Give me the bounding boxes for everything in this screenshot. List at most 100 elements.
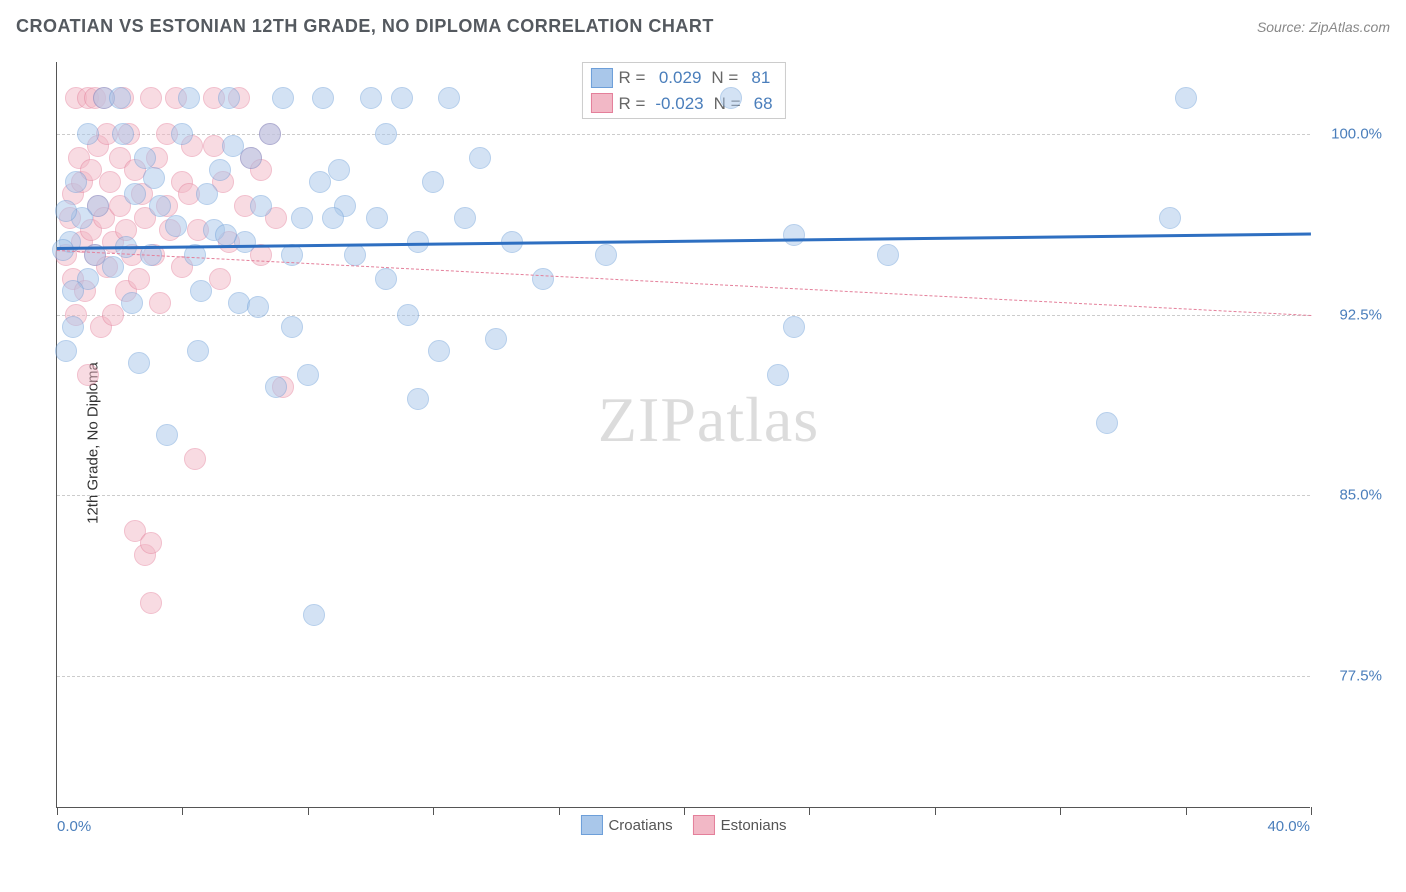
x-tick — [57, 807, 58, 815]
data-point — [303, 604, 325, 626]
data-point — [121, 292, 143, 314]
chart-title: CROATIAN VS ESTONIAN 12TH GRADE, NO DIPL… — [16, 16, 714, 37]
chart-source: Source: ZipAtlas.com — [1257, 19, 1390, 35]
data-point — [62, 280, 84, 302]
data-point — [438, 87, 460, 109]
legend-swatch — [693, 815, 715, 835]
legend-row: R =0.029N =81 — [590, 65, 776, 91]
data-point — [265, 376, 287, 398]
data-point — [77, 123, 99, 145]
legend-n-value: 81 — [744, 65, 774, 91]
legend-r-label: R = — [618, 65, 645, 91]
x-axis-max-label: 40.0% — [1267, 818, 1310, 835]
data-point — [140, 532, 162, 554]
data-point — [62, 316, 84, 338]
data-point — [218, 87, 240, 109]
x-tick — [684, 807, 685, 815]
data-point — [1096, 412, 1118, 434]
data-point — [247, 296, 269, 318]
legend-r-label: R = — [618, 91, 645, 117]
watermark: ZIPatlas — [598, 383, 819, 457]
x-tick — [433, 807, 434, 815]
legend-r-value: -0.023 — [651, 91, 707, 117]
legend-n-value: 68 — [747, 91, 777, 117]
data-point — [291, 207, 313, 229]
data-point — [65, 171, 87, 193]
y-tick-label: 85.0% — [1339, 487, 1382, 504]
legend-correlation: R =0.029N =81R =-0.023N =68 — [581, 62, 785, 119]
data-point — [102, 256, 124, 278]
data-point — [877, 244, 899, 266]
legend-swatch — [580, 815, 602, 835]
data-point — [309, 171, 331, 193]
data-point — [375, 268, 397, 290]
data-point — [109, 87, 131, 109]
data-point — [375, 123, 397, 145]
legend-item: Croatians — [580, 815, 672, 835]
data-point — [250, 195, 272, 217]
data-point — [184, 448, 206, 470]
y-tick-label: 92.5% — [1339, 306, 1382, 323]
data-point — [767, 364, 789, 386]
data-point — [259, 123, 281, 145]
data-point — [360, 87, 382, 109]
data-point — [1175, 87, 1197, 109]
data-point — [281, 316, 303, 338]
data-point — [407, 388, 429, 410]
x-tick — [935, 807, 936, 815]
x-tick — [559, 807, 560, 815]
y-tick-label: 77.5% — [1339, 667, 1382, 684]
legend-r-value: 0.029 — [651, 65, 705, 91]
x-tick — [1060, 807, 1061, 815]
legend-label: Estonians — [721, 817, 787, 834]
x-tick — [1311, 807, 1312, 815]
data-point — [312, 87, 334, 109]
data-point — [328, 159, 350, 181]
data-point — [240, 147, 262, 169]
data-point — [234, 231, 256, 253]
data-point — [99, 171, 121, 193]
data-point — [397, 304, 419, 326]
gridline — [57, 134, 1310, 135]
data-point — [454, 207, 476, 229]
data-point — [178, 87, 200, 109]
x-axis-min-label: 0.0% — [57, 818, 91, 835]
data-point — [149, 195, 171, 217]
data-point — [222, 135, 244, 157]
data-point — [783, 224, 805, 246]
data-point — [272, 87, 294, 109]
data-point — [77, 364, 99, 386]
data-point — [297, 364, 319, 386]
data-point — [485, 328, 507, 350]
legend-row: R =-0.023N =68 — [590, 91, 776, 117]
data-point — [196, 183, 218, 205]
data-point — [391, 87, 413, 109]
data-point — [112, 123, 134, 145]
data-point — [190, 280, 212, 302]
data-point — [128, 268, 150, 290]
data-point — [1159, 207, 1181, 229]
data-point — [102, 304, 124, 326]
x-tick — [809, 807, 810, 815]
data-point — [124, 183, 146, 205]
data-point — [209, 159, 231, 181]
data-point — [55, 340, 77, 362]
data-point — [187, 340, 209, 362]
gridline — [57, 676, 1310, 677]
data-point — [322, 207, 344, 229]
data-point — [532, 268, 554, 290]
data-point — [149, 292, 171, 314]
data-point — [55, 200, 77, 222]
x-tick — [308, 807, 309, 815]
data-point — [469, 147, 491, 169]
data-point — [783, 316, 805, 338]
legend-swatch — [590, 93, 612, 113]
data-point — [209, 268, 231, 290]
data-point — [171, 123, 193, 145]
y-tick-label: 100.0% — [1331, 126, 1382, 143]
data-point — [366, 207, 388, 229]
data-point — [422, 171, 444, 193]
data-point — [140, 87, 162, 109]
legend-item: Estonians — [693, 815, 787, 835]
x-tick — [1186, 807, 1187, 815]
